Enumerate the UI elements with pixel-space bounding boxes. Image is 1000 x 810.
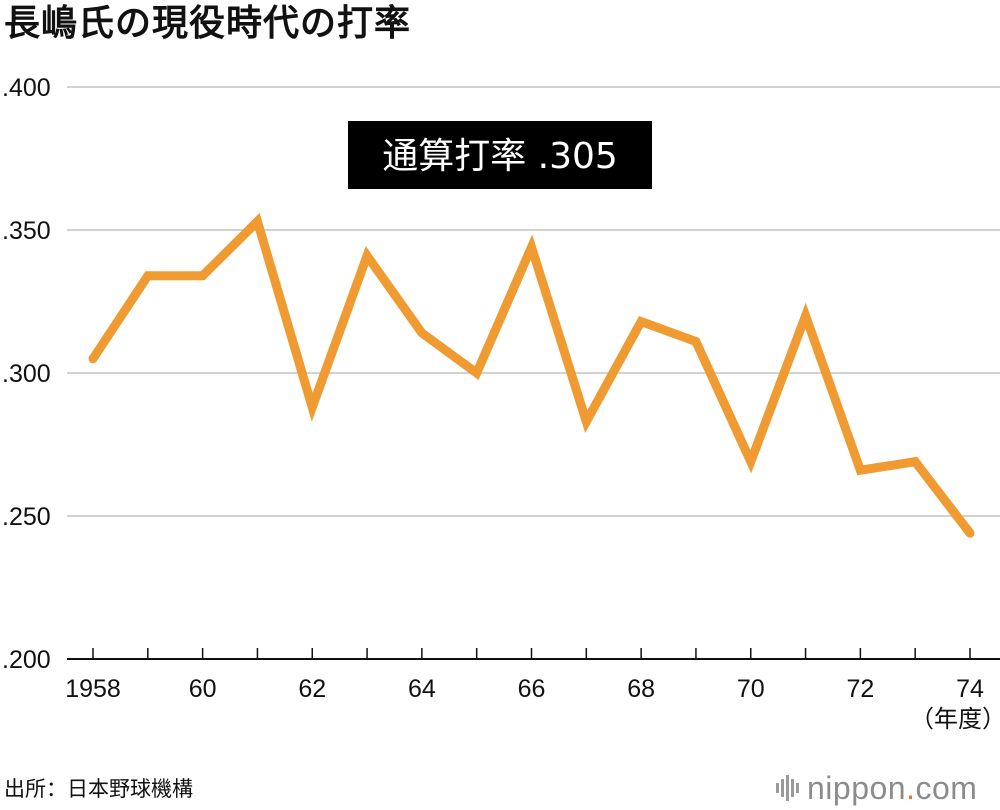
x-tick-label: 66	[518, 675, 546, 703]
nippon-logo: nippon.com	[776, 770, 977, 806]
career-average-annotation: 通算打率 .305	[348, 121, 652, 189]
chart-title: 長嶋氏の現役時代の打率	[4, 3, 412, 44]
y-tick-label: .200	[2, 646, 51, 674]
x-tick-label: 62	[298, 675, 326, 703]
brand-wordmark: nippon.com	[807, 769, 978, 806]
x-tick-label: 1958	[65, 675, 121, 703]
x-tick-label: 74	[956, 675, 984, 703]
sound-wave-icon	[776, 775, 799, 801]
x-tick-label: 64	[408, 675, 436, 703]
series-line	[88, 212, 975, 538]
source-note: 出所：日本野球機構	[4, 777, 193, 801]
annotation-box	[348, 121, 652, 189]
y-tick-label: .400	[2, 74, 51, 102]
x-tick-label: 60	[189, 675, 217, 703]
x-axis-unit-label: （年度）	[910, 705, 1000, 733]
gridlines	[67, 86, 1000, 517]
x-tick-label: 72	[846, 675, 874, 703]
y-axis-ticks: .400 .350 .300 .250 .200	[2, 74, 51, 674]
y-tick-label: .300	[2, 360, 51, 388]
annotation-text: 通算打率 .305	[382, 136, 618, 177]
y-tick-label: .250	[2, 503, 51, 531]
x-tick-label: 70	[737, 675, 765, 703]
x-tick-label: 68	[627, 675, 655, 703]
x-axis: 1958 60 62 64 66 68 70 72 74	[65, 648, 1000, 703]
series-batting-average	[88, 212, 975, 538]
y-tick-label: .350	[2, 217, 51, 245]
